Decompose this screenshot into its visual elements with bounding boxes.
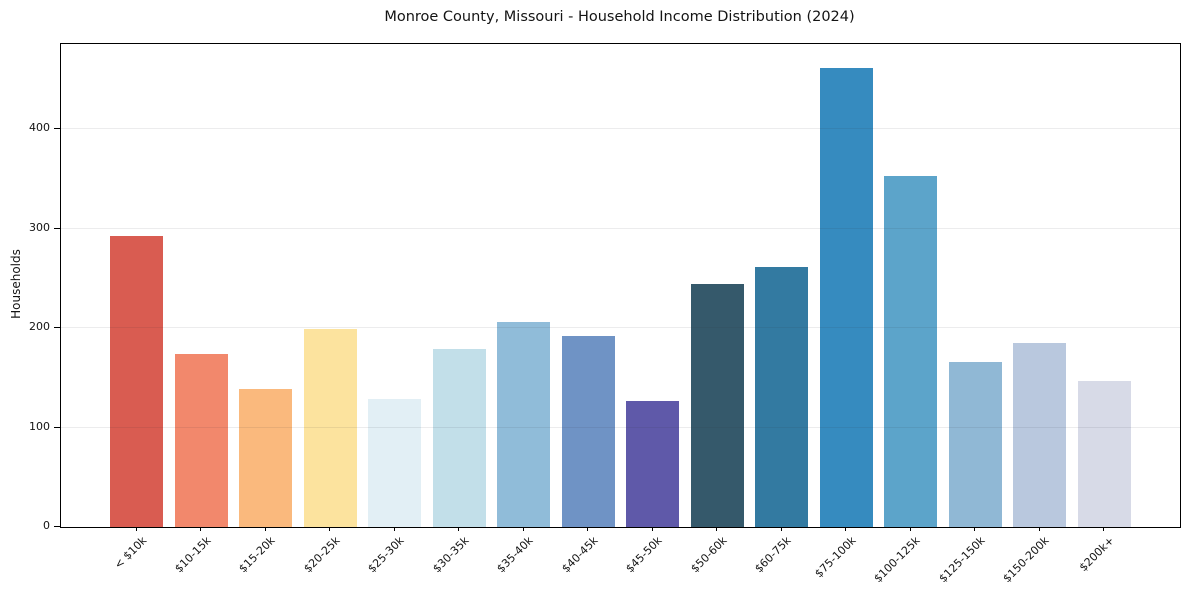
- y-tick-label-100: 100: [29, 419, 50, 433]
- x-tick-label-7: $40-45k: [559, 534, 601, 576]
- x-tick-8: [651, 527, 653, 531]
- x-tick-9: [716, 527, 718, 531]
- x-tick-6: [522, 527, 524, 531]
- bar-10-15k: [174, 354, 228, 527]
- chart-title: Monroe County, Missouri - Household Inco…: [384, 9, 855, 25]
- y-axis-label: Households: [9, 249, 23, 319]
- x-tick-14: [1038, 527, 1040, 531]
- x-tick-2: [264, 527, 266, 531]
- x-tick-11: [845, 527, 847, 531]
- bar-50-60k: [690, 283, 744, 527]
- y-tick-300: [54, 227, 60, 229]
- x-tick-4: [393, 527, 395, 531]
- bar-40-45k: [561, 336, 615, 527]
- bar-150-200k: [1013, 343, 1067, 527]
- y-tick-label-300: 300: [29, 220, 50, 234]
- y-tick-100: [54, 426, 60, 428]
- gridline-y-100: [61, 426, 1180, 428]
- y-tick-label-0: 0: [43, 519, 50, 532]
- bar-45-50k: [626, 400, 680, 527]
- x-tick-label-1: $10-15k: [172, 534, 214, 576]
- x-tick-label-14: $150-200k: [1000, 534, 1052, 586]
- x-tick-label-12: $100-125k: [871, 534, 923, 586]
- y-tick-label-200: 200: [29, 320, 50, 334]
- x-tick-label-9: $50-60k: [688, 534, 730, 576]
- bar-200k: [1077, 380, 1131, 527]
- gridline-y-200: [61, 327, 1180, 329]
- bar-25-30k: [368, 398, 422, 527]
- gridline-y-400: [61, 128, 1180, 130]
- bar-100-125k: [884, 176, 938, 527]
- x-tick-label-2: $15-20k: [236, 534, 278, 576]
- bar-10k: [110, 235, 164, 527]
- x-tick-12: [909, 527, 911, 531]
- x-tick-label-0: < $10k: [111, 534, 149, 572]
- bar-35-40k: [497, 322, 551, 527]
- x-tick-label-10: $60-75k: [752, 534, 794, 576]
- y-tick-label-400: 400: [29, 121, 50, 135]
- x-tick-label-3: $20-25k: [301, 534, 343, 576]
- x-tick-7: [587, 527, 589, 531]
- bar-15-20k: [239, 388, 293, 527]
- gridline-y-300: [61, 227, 1180, 229]
- x-tick-label-15: $200k+: [1076, 534, 1117, 575]
- x-tick-label-11: $75-100k: [812, 534, 859, 581]
- x-tick-label-5: $30-35k: [430, 534, 472, 576]
- x-tick-label-4: $25-30k: [365, 534, 407, 576]
- x-tick-label-13: $125-150k: [936, 534, 988, 586]
- x-tick-1: [200, 527, 202, 531]
- bar-20-25k: [303, 329, 357, 527]
- x-tick-10: [780, 527, 782, 531]
- x-tick-3: [329, 527, 331, 531]
- x-tick-0: [135, 527, 137, 531]
- plot-area: [60, 43, 1181, 528]
- bar-75-100k: [819, 67, 873, 527]
- x-tick-label-8: $45-50k: [623, 534, 665, 576]
- bar-30-35k: [432, 349, 486, 527]
- y-tick-400: [54, 128, 60, 130]
- x-tick-5: [458, 527, 460, 531]
- y-tick-200: [54, 327, 60, 329]
- y-tick-0: [54, 526, 60, 527]
- bar-125-150k: [948, 362, 1002, 527]
- x-tick-13: [974, 527, 976, 531]
- x-tick-label-6: $35-40k: [494, 534, 536, 576]
- x-tick-15: [1103, 527, 1105, 531]
- bar-60-75k: [755, 266, 809, 527]
